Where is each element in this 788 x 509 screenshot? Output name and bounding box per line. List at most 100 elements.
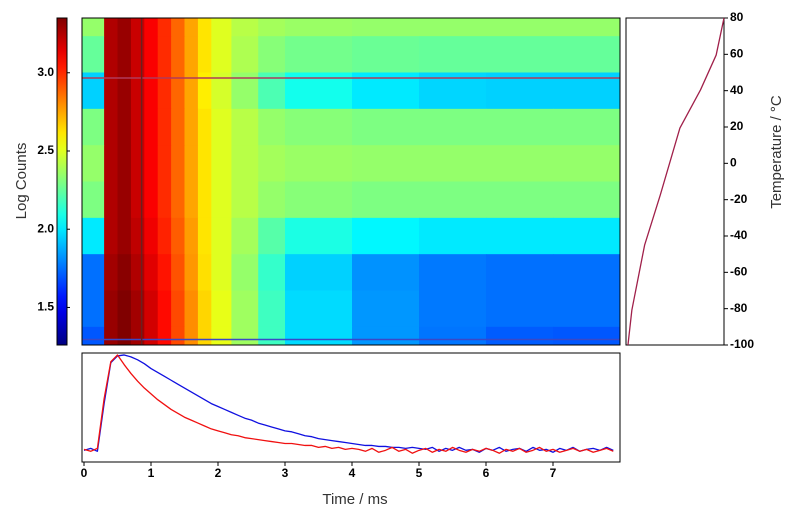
heatmap-cell — [285, 145, 353, 182]
heatmap-cell — [184, 181, 199, 219]
heatmap-cell — [553, 18, 621, 37]
heatmap-cell — [419, 326, 487, 346]
heatmap-cell — [117, 181, 132, 219]
heatmap-cell — [197, 145, 212, 182]
heatmap-cell — [184, 217, 199, 255]
heatmap-cell — [211, 326, 232, 346]
heatmap-cell — [352, 217, 420, 255]
heatmap-cell — [211, 18, 232, 37]
heatmap-cell — [285, 108, 353, 146]
heatmap-cell — [231, 145, 259, 182]
heatmap-cell — [171, 326, 185, 346]
heatmap-cell — [82, 254, 105, 291]
heatmap-cell — [104, 217, 118, 255]
y-tick-label: -80 — [730, 301, 748, 315]
heatmap-cell — [211, 108, 232, 146]
heatmap-cell — [157, 18, 172, 37]
heatmap-cell — [258, 290, 286, 328]
heatmap-cell — [553, 254, 621, 291]
heatmap-cell — [211, 290, 232, 328]
heatmap-cell — [104, 290, 118, 328]
y-tick-label: 20 — [730, 119, 744, 133]
heatmap-cell — [419, 254, 487, 291]
x-tick-label: 4 — [349, 466, 356, 480]
heatmap-cell — [197, 18, 212, 37]
heatmap-frame — [81, 17, 621, 346]
heatmap-cell — [285, 18, 353, 37]
heatmap-cell — [117, 18, 132, 37]
heatmap-cell — [231, 36, 259, 73]
heatmap-cell — [184, 326, 199, 346]
heatmap-cell — [285, 326, 353, 346]
heatmap-cell — [231, 18, 259, 37]
heatmap-cell — [157, 181, 172, 219]
heatmap-cell — [553, 36, 621, 73]
heatmap-cell — [231, 181, 259, 219]
x-tick-label: 6 — [483, 466, 490, 480]
heatmap-cell — [104, 36, 118, 73]
heatmap-cell — [117, 290, 132, 328]
heatmap-cell — [231, 217, 259, 255]
heatmap-cell — [130, 254, 145, 291]
heatmap-cell — [157, 217, 172, 255]
heatmap-cell — [82, 36, 105, 73]
y-tick-label: -20 — [730, 192, 748, 206]
heatmap-cell — [117, 72, 132, 110]
heatmap-cell — [130, 217, 145, 255]
heatmap-cell — [184, 36, 199, 73]
heatmap-cell — [231, 290, 259, 328]
heatmap-cell — [258, 36, 286, 73]
plot-area — [83, 354, 614, 454]
heatmap-cell — [184, 108, 199, 146]
heatmap-cell — [144, 181, 159, 219]
heatmap-cell — [171, 254, 185, 291]
colorbar — [56, 17, 68, 346]
heatmap-cell — [117, 254, 132, 291]
heatmap-cell — [157, 290, 172, 328]
colorbar-tick-label: 3.0 — [37, 65, 54, 79]
heatmap-cell — [197, 36, 212, 73]
heatmap-cell — [130, 36, 145, 73]
heatmap-cell — [117, 217, 132, 255]
heatmap-cell — [258, 217, 286, 255]
heatmap-cell — [171, 18, 185, 37]
heatmap-cell — [157, 108, 172, 146]
x-tick-label: 2 — [215, 466, 222, 480]
heatmap-cell — [82, 217, 105, 255]
heatmap-cell — [197, 326, 212, 346]
heatmap-cell — [104, 181, 118, 219]
heatmap-cell — [184, 72, 199, 110]
heatmap-cell — [553, 108, 621, 146]
heatmap-cell — [104, 145, 118, 182]
heatmap-cell — [258, 18, 286, 37]
heatmap-cell — [419, 18, 487, 37]
heatmap-cell — [486, 326, 554, 346]
heatmap-cell — [419, 108, 487, 146]
colorbar-tick-label: 2.0 — [37, 221, 54, 235]
heatmap-cell — [130, 181, 145, 219]
heatmap-cell — [419, 36, 487, 73]
heatmap-cell — [184, 18, 199, 37]
heatmap-cell — [157, 254, 172, 291]
heatmap-cell — [419, 181, 487, 219]
heatmap-cell — [231, 108, 259, 146]
heatmap-cell — [184, 145, 199, 182]
heatmap-cell — [117, 326, 132, 346]
heatmap-cell — [211, 72, 232, 110]
heatmap-cell — [553, 145, 621, 182]
x-tick-label: 0 — [81, 466, 88, 480]
heatmap-cell — [144, 326, 159, 346]
heatmap-cell — [352, 254, 420, 291]
heatmap-cell — [117, 108, 132, 146]
heatmap-cell — [258, 108, 286, 146]
y-tick-label: 40 — [730, 83, 744, 97]
heatmap-cell — [184, 290, 199, 328]
heatmap-cell — [486, 290, 554, 328]
y-tick-label: -60 — [730, 265, 748, 279]
heatmap-cell — [352, 145, 420, 182]
heatmap-cell — [419, 145, 487, 182]
heatmap-cell — [197, 217, 212, 255]
heatmap-cell — [171, 181, 185, 219]
